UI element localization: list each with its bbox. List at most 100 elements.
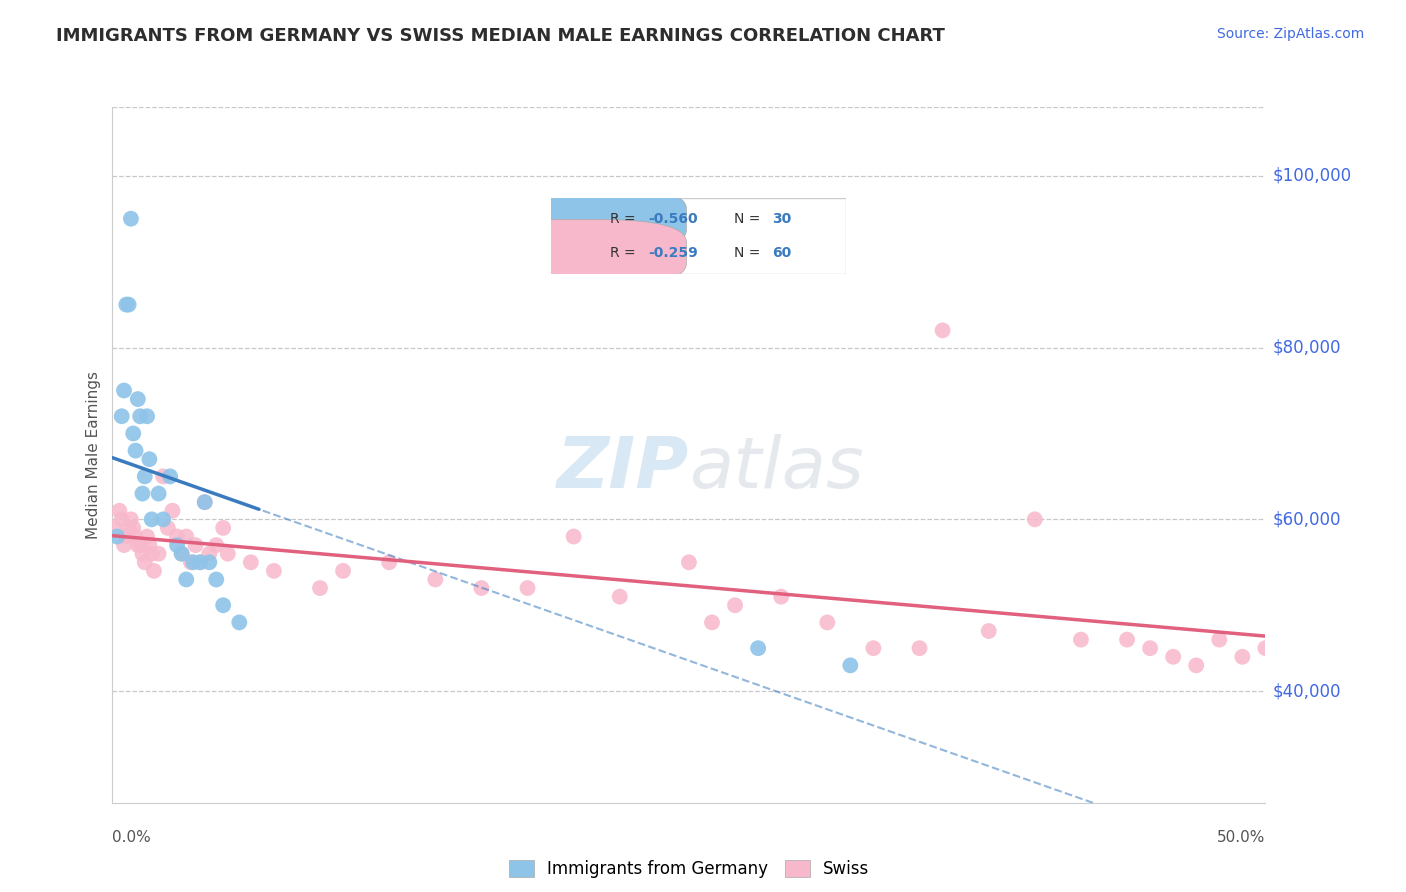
Point: [134, 469, 156, 483]
Legend: Immigrants from Germany, Swiss: Immigrants from Germany, Swiss: [502, 854, 876, 885]
Point: [115, 297, 138, 311]
Point: [122, 521, 145, 535]
Text: R =: R =: [610, 212, 640, 227]
Point: [1139, 641, 1161, 656]
Text: -0.560: -0.560: [648, 212, 697, 227]
Point: [105, 529, 128, 543]
Point: [117, 297, 139, 311]
Point: [747, 641, 769, 656]
Point: [148, 486, 170, 500]
Point: [111, 512, 134, 526]
Point: [198, 555, 221, 569]
Point: [212, 599, 235, 613]
Point: [174, 573, 197, 587]
Text: $60,000: $60,000: [1272, 510, 1341, 528]
Point: [1208, 632, 1230, 647]
Point: [124, 529, 146, 543]
Point: [678, 555, 700, 569]
Text: 30: 30: [772, 212, 792, 227]
Point: [862, 641, 884, 656]
Point: [931, 323, 953, 337]
Point: [111, 409, 134, 424]
Point: [138, 452, 160, 467]
FancyBboxPatch shape: [471, 186, 686, 252]
Text: IMMIGRANTS FROM GERMANY VS SWISS MEDIAN MALE EARNINGS CORRELATION CHART: IMMIGRANTS FROM GERMANY VS SWISS MEDIAN …: [56, 27, 945, 45]
Point: [152, 469, 174, 483]
Text: R =: R =: [610, 246, 640, 260]
Text: -0.259: -0.259: [648, 246, 697, 260]
Point: [724, 599, 747, 613]
Point: [136, 529, 159, 543]
Point: [124, 443, 146, 458]
Point: [115, 529, 138, 543]
Point: [162, 504, 184, 518]
Point: [188, 555, 211, 569]
Text: $80,000: $80,000: [1272, 339, 1341, 357]
FancyBboxPatch shape: [551, 198, 846, 274]
Point: [470, 581, 492, 595]
Point: [977, 624, 1000, 638]
Point: [136, 409, 159, 424]
Point: [112, 384, 135, 398]
Point: [1254, 641, 1277, 656]
Point: [152, 512, 174, 526]
Point: [194, 495, 217, 509]
Point: [117, 521, 139, 535]
Point: [332, 564, 354, 578]
Point: [120, 211, 142, 226]
FancyBboxPatch shape: [471, 219, 686, 286]
Point: [134, 555, 156, 569]
Point: [143, 564, 166, 578]
Text: ZIP: ZIP: [557, 434, 689, 503]
Point: [138, 538, 160, 552]
Point: [562, 529, 585, 543]
Text: N =: N =: [734, 246, 765, 260]
Y-axis label: Median Male Earnings: Median Male Earnings: [86, 371, 101, 539]
Point: [194, 495, 217, 509]
Point: [181, 555, 204, 569]
Text: 60: 60: [772, 246, 792, 260]
Text: atlas: atlas: [689, 434, 863, 503]
Point: [205, 573, 228, 587]
Point: [700, 615, 723, 630]
Point: [198, 547, 221, 561]
Point: [184, 538, 207, 552]
Point: [309, 581, 332, 595]
Point: [609, 590, 631, 604]
Point: [1024, 512, 1046, 526]
Point: [1232, 649, 1254, 664]
Point: [217, 547, 239, 561]
Point: [131, 486, 153, 500]
Point: [378, 555, 401, 569]
Point: [188, 555, 211, 569]
Point: [148, 547, 170, 561]
Text: N =: N =: [734, 212, 765, 227]
Point: [1185, 658, 1208, 673]
Point: [263, 564, 285, 578]
Text: 0.0%: 0.0%: [112, 830, 152, 845]
Point: [166, 529, 188, 543]
Point: [159, 469, 181, 483]
Point: [122, 426, 145, 441]
Point: [1161, 649, 1184, 664]
Point: [516, 581, 538, 595]
Point: [228, 615, 250, 630]
Point: [104, 521, 127, 535]
Point: [170, 547, 193, 561]
Text: $100,000: $100,000: [1272, 167, 1351, 185]
Point: [120, 512, 142, 526]
Text: Source: ZipAtlas.com: Source: ZipAtlas.com: [1216, 27, 1364, 41]
Point: [156, 521, 179, 535]
Point: [129, 538, 152, 552]
Point: [174, 529, 197, 543]
Point: [131, 547, 153, 561]
Point: [770, 590, 793, 604]
Point: [127, 392, 149, 406]
Point: [141, 547, 163, 561]
Point: [1070, 632, 1092, 647]
Point: [141, 512, 163, 526]
Point: [166, 538, 188, 552]
Point: [170, 547, 193, 561]
Point: [180, 555, 202, 569]
Point: [212, 521, 235, 535]
